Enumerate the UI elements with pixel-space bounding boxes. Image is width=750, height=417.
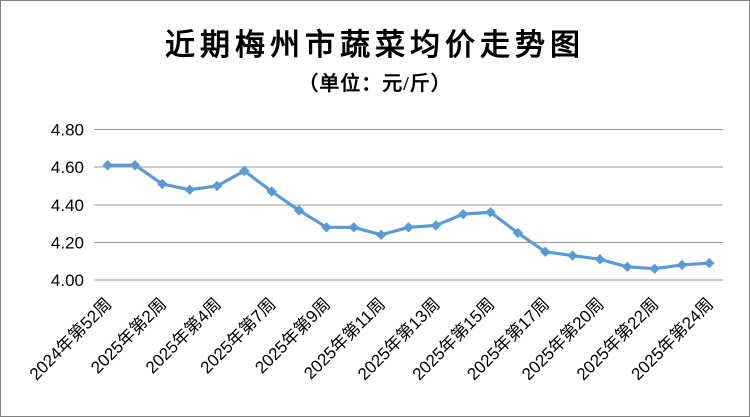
data-point-marker [375, 229, 387, 241]
y-tick-label: 4.40 [51, 196, 84, 215]
data-point-marker [622, 261, 633, 273]
data-point-marker [594, 254, 606, 265]
data-point-marker [321, 222, 332, 233]
y-tick-label: 4.80 [51, 121, 84, 140]
data-point-marker [211, 180, 223, 192]
data-point-marker [540, 246, 551, 257]
data-point-marker [676, 259, 688, 271]
data-point-marker [512, 227, 524, 239]
y-tick-label: 4.00 [51, 271, 84, 290]
data-point-marker [348, 222, 360, 233]
y-tick-label: 4.20 [51, 233, 84, 252]
data-point-marker [266, 186, 277, 197]
data-point-marker [157, 178, 168, 190]
data-point-marker [184, 184, 195, 195]
data-point-marker [485, 207, 496, 218]
data-point-marker [704, 257, 715, 269]
data-point-marker [649, 263, 660, 274]
chart-subtitle: （单位：元/斤） [298, 73, 452, 95]
y-tick-label: 4.60 [51, 158, 84, 177]
data-point-marker [430, 220, 442, 231]
data-point-marker [293, 205, 305, 216]
price-line-series [106, 163, 711, 271]
chart-title: 近期梅州市蔬菜均价走势图 [165, 29, 585, 62]
data-point-marker [457, 208, 469, 220]
data-point-marker [239, 165, 250, 177]
data-point-marker [129, 160, 141, 171]
data-point-marker [403, 222, 414, 233]
data-point-marker [567, 250, 578, 261]
data-point-marker [102, 160, 113, 171]
